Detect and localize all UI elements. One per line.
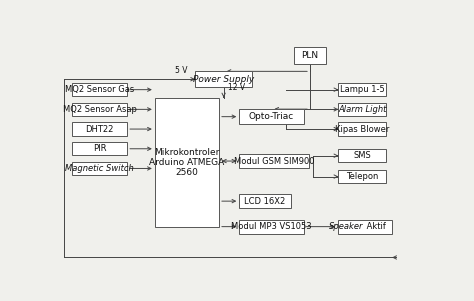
FancyBboxPatch shape xyxy=(72,162,127,175)
FancyBboxPatch shape xyxy=(239,109,303,124)
Text: Aktif: Aktif xyxy=(364,222,386,231)
FancyBboxPatch shape xyxy=(155,98,219,227)
Text: Telepon: Telepon xyxy=(346,172,379,181)
Text: PLN: PLN xyxy=(301,51,319,60)
Text: Modul GSM SIM900: Modul GSM SIM900 xyxy=(234,157,314,166)
FancyBboxPatch shape xyxy=(72,103,127,116)
Text: Mikrokontroler
Arduino ATMEGA
2560: Mikrokontroler Arduino ATMEGA 2560 xyxy=(149,147,225,177)
FancyBboxPatch shape xyxy=(72,142,127,156)
Text: LCD 16X2: LCD 16X2 xyxy=(244,197,286,206)
Text: Speaker: Speaker xyxy=(328,222,363,231)
FancyBboxPatch shape xyxy=(338,83,386,96)
FancyBboxPatch shape xyxy=(337,220,392,234)
Text: DHT22: DHT22 xyxy=(85,125,114,134)
Text: PIR: PIR xyxy=(93,144,106,153)
FancyBboxPatch shape xyxy=(72,122,127,136)
FancyBboxPatch shape xyxy=(195,71,252,87)
Text: 5 V: 5 V xyxy=(175,67,187,76)
FancyBboxPatch shape xyxy=(294,47,326,64)
FancyBboxPatch shape xyxy=(338,122,386,136)
FancyBboxPatch shape xyxy=(72,83,127,96)
Text: Lampu 1-5: Lampu 1-5 xyxy=(340,85,385,94)
Text: Magnetic Switch: Magnetic Switch xyxy=(65,164,134,173)
FancyBboxPatch shape xyxy=(239,194,291,208)
Text: Power Supply: Power Supply xyxy=(193,75,254,84)
Text: Modul MP3 VS1053: Modul MP3 VS1053 xyxy=(231,222,312,231)
FancyBboxPatch shape xyxy=(338,149,386,163)
FancyBboxPatch shape xyxy=(338,170,386,183)
Text: MQ2 Sensor Gas: MQ2 Sensor Gas xyxy=(65,85,134,94)
Text: Kipas Blower: Kipas Blower xyxy=(335,125,390,134)
Text: 12 V: 12 V xyxy=(228,83,245,92)
FancyBboxPatch shape xyxy=(239,154,309,168)
FancyBboxPatch shape xyxy=(239,220,303,234)
Text: SMS: SMS xyxy=(354,151,371,160)
Text: Opto-Triac: Opto-Triac xyxy=(249,112,294,121)
Text: MQ2 Sensor Asap: MQ2 Sensor Asap xyxy=(63,105,137,114)
FancyBboxPatch shape xyxy=(338,103,386,116)
Text: Alarm Light: Alarm Light xyxy=(338,105,386,114)
